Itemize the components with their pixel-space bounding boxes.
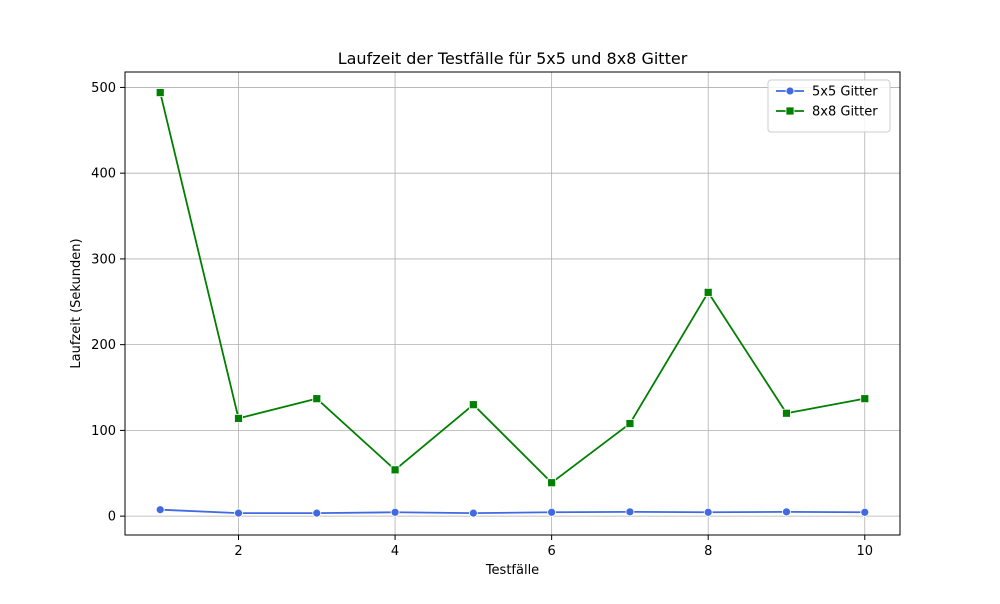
y-tick-label: 400 <box>91 167 116 182</box>
series-line-5x5-gitter <box>160 508 865 515</box>
x-tick-label: 10 <box>856 544 873 559</box>
data-point-5x5-gitter <box>782 507 791 517</box>
data-point-8x8-gitter <box>703 287 713 297</box>
data-point-8x8-gitter <box>782 408 791 418</box>
data-point-5x5-gitter <box>390 507 400 517</box>
data-point-8x8-gitter <box>547 478 557 488</box>
data-point-5x5-gitter <box>703 507 713 517</box>
x-tick-label: 2 <box>234 544 242 559</box>
y-axis-label: Laufzeit (Sekunden) <box>69 238 84 368</box>
y-tick-label: 300 <box>91 252 116 267</box>
y-tick-label: 500 <box>91 81 116 96</box>
data-point-5x5-gitter <box>155 505 165 515</box>
data-point-5x5-gitter <box>625 507 635 517</box>
data-point-5x5-gitter <box>234 508 243 518</box>
data-point-8x8-gitter <box>312 394 322 404</box>
plot-frame <box>124 71 901 536</box>
legend: 5x5 Gitter 8x8 Gitter <box>767 79 891 133</box>
x-tick-label: 8 <box>704 544 712 559</box>
data-point-8x8-gitter <box>625 419 635 428</box>
series-line-8x8-gitter <box>159 92 865 484</box>
y-tick-label: 100 <box>91 424 116 439</box>
x-axis-label: Testfälle <box>485 563 539 578</box>
data-point-5x5-gitter <box>312 508 322 518</box>
data-point-8x8-gitter <box>155 88 165 97</box>
data-point-5x5-gitter <box>860 507 870 517</box>
data-point-8x8-gitter <box>390 465 400 475</box>
series-layer <box>155 88 870 518</box>
legend-label-5x5-gitter: 5x5 Gitter <box>812 85 878 100</box>
legend-box <box>767 79 891 133</box>
data-point-8x8-gitter <box>860 394 870 404</box>
legend-marker-8x8-gitter <box>785 106 795 116</box>
data-point-8x8-gitter <box>468 400 478 410</box>
data-point-5x5-gitter <box>547 507 557 517</box>
grid <box>125 72 900 535</box>
data-point-5x5-gitter <box>468 508 478 518</box>
y-tick-label: 0 <box>108 510 116 525</box>
x-tick-label: 6 <box>548 544 556 559</box>
legend-label-8x8-gitter: 8x8 Gitter <box>812 105 878 120</box>
y-tick-label: 200 <box>91 338 116 353</box>
legend-marker-5x5-gitter <box>785 86 795 96</box>
data-point-8x8-gitter <box>234 413 243 423</box>
chart-title: Laufzeit der Testfälle für 5x5 und 8x8 G… <box>338 49 688 68</box>
x-tick-label: 4 <box>391 544 399 559</box>
